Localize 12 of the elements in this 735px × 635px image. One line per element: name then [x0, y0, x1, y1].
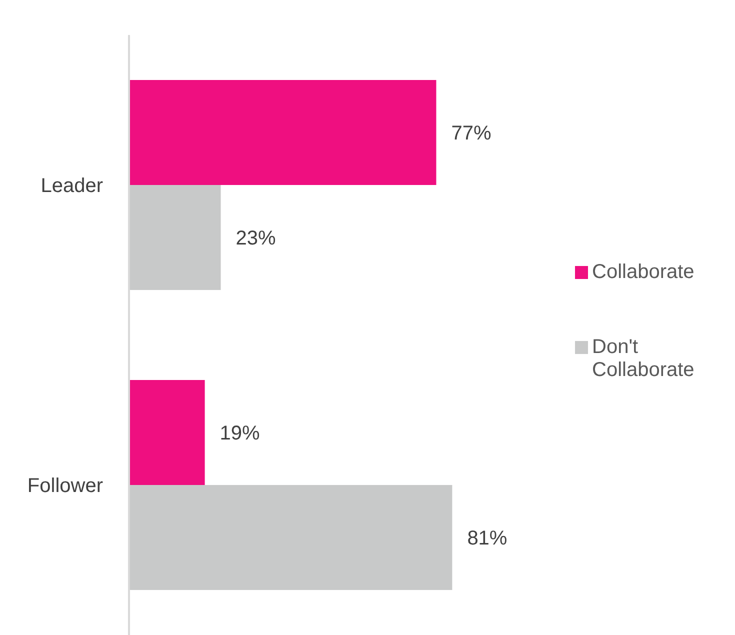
bar [129, 485, 452, 590]
legend-label: Don't Collaborate [592, 336, 696, 382]
bar [129, 185, 221, 290]
y-tick-label: Leader [40, 175, 104, 198]
data-label: 81% [467, 528, 508, 550]
data-label: 23% [236, 228, 276, 250]
legend-label: Collaborate [592, 261, 694, 284]
data-label: 77% [451, 122, 492, 144]
data-label: 19% [220, 422, 260, 444]
y-tick-label: Follower [27, 475, 104, 498]
bar [129, 80, 436, 185]
bar [129, 380, 205, 485]
